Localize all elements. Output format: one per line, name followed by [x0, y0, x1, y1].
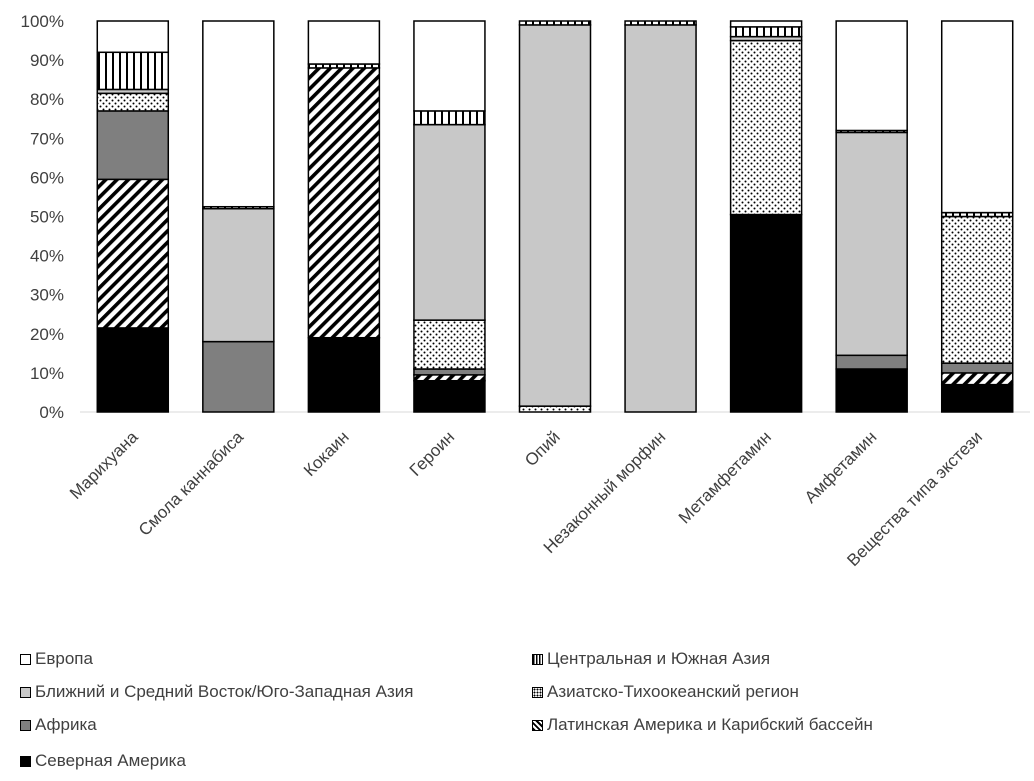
stacked-bar-chart: 0% 10% 20% 30% 40% 50% 60% 70% 80% 90% 100% Мариху… — [21, 12, 1030, 570]
legend-swatch — [532, 653, 543, 665]
bar-segment — [518, 20, 592, 26]
bar-segment — [413, 374, 486, 382]
bar-segment — [940, 362, 1014, 374]
bar-segment — [835, 368, 908, 413]
legend-item: Азиатско-Тихоокеанский регион — [532, 682, 799, 702]
bar-stack — [729, 20, 803, 413]
bar-segment — [96, 20, 170, 54]
bar-segment — [940, 20, 1014, 214]
bar-segment — [940, 383, 1014, 413]
bar-segment — [729, 20, 803, 28]
x-tick-label: Героин — [406, 427, 459, 480]
y-tick-label: 50% — [30, 208, 64, 227]
legend-item: Центральная и Южная Азия — [532, 649, 770, 669]
bar-segment — [729, 39, 803, 216]
legend-label: Северная Америка — [35, 751, 186, 770]
x-tick-label: Кокаин — [300, 427, 353, 480]
y-tick-label: 80% — [30, 90, 64, 109]
bar-stack — [96, 20, 170, 413]
bar-stack — [307, 20, 381, 413]
x-tick-label: Опий — [521, 427, 564, 470]
bar-stack — [413, 20, 486, 413]
legend-item: Латинская Америка и Карибский бассейн — [532, 715, 873, 735]
legend-item: Европа — [20, 649, 93, 669]
legend-swatch — [20, 755, 31, 767]
y-tick-label: 70% — [30, 129, 64, 148]
bar-segment — [96, 51, 170, 91]
bar-segment — [202, 20, 275, 208]
y-tick-label: 10% — [30, 364, 64, 383]
legend-swatch — [20, 719, 31, 731]
bar-segment — [413, 110, 486, 126]
bar-segment — [307, 20, 381, 65]
bar-segment — [413, 319, 486, 370]
legend-swatch — [20, 686, 31, 698]
bar-segment — [624, 24, 697, 413]
bar-segment — [518, 24, 592, 407]
legend-swatch — [532, 719, 543, 731]
bar-segment — [518, 405, 592, 413]
x-tick-label: Метамфетамин — [675, 427, 775, 527]
y-tick-label: 90% — [30, 51, 64, 70]
legend-label: Ближний и Средний Восток/Юго-Западная Аз… — [35, 682, 414, 701]
legend-label: Азиатско-Тихоокеанский регион — [547, 682, 799, 701]
y-tick-label: 60% — [30, 168, 64, 187]
bar-segment — [413, 368, 486, 376]
y-tick-label: 0% — [39, 403, 64, 422]
bar-segment — [202, 207, 275, 343]
legend-label: Латинская Америка и Карибский бассейн — [547, 715, 873, 734]
bar-segment — [835, 354, 908, 370]
bar-segment — [624, 20, 697, 26]
legend-item: Северная Америка — [20, 751, 186, 771]
bar-segment — [96, 110, 170, 181]
bar-segment — [729, 213, 803, 413]
bar-segment — [96, 327, 170, 413]
bar-stack — [835, 20, 908, 413]
bar-segment — [307, 67, 381, 339]
bar-segment — [413, 379, 486, 413]
x-tick-label: Смола каннабиса — [135, 427, 248, 540]
legend-item: Ближний и Средний Восток/Юго-Западная Аз… — [20, 682, 413, 702]
bar-stack — [940, 20, 1014, 413]
y-tick-label: 30% — [30, 286, 64, 305]
x-tick-label: Незаконный морфин — [540, 427, 670, 557]
bar-segment — [940, 215, 1014, 364]
bar-segment — [413, 123, 486, 321]
legend-label: Центральная и Южная Азия — [547, 649, 771, 668]
x-tick-label: Амфетамин — [801, 427, 881, 507]
bar-segment — [729, 26, 803, 38]
bar-segment — [96, 92, 170, 112]
bar-stack — [202, 20, 275, 413]
legend-swatch — [20, 653, 31, 665]
bar-segment — [96, 178, 170, 329]
y-tick-label: 100% — [21, 12, 64, 31]
bar-segment — [835, 131, 908, 357]
bar-segment — [307, 336, 381, 413]
bar-segment — [835, 20, 908, 132]
y-tick-label: 40% — [30, 247, 64, 266]
bar-stack — [624, 20, 697, 413]
y-tick-label: 20% — [30, 325, 64, 344]
bar-segment — [202, 340, 275, 413]
legend-item: Африка — [20, 715, 97, 735]
legend-swatch — [532, 686, 543, 698]
legend-label: Европа — [35, 649, 93, 668]
bar-segment — [413, 20, 486, 112]
bar-segment — [940, 372, 1014, 386]
legend-label: Африка — [35, 715, 97, 734]
bar-stack — [518, 20, 592, 413]
x-tick-label: Марихуана — [66, 427, 142, 503]
